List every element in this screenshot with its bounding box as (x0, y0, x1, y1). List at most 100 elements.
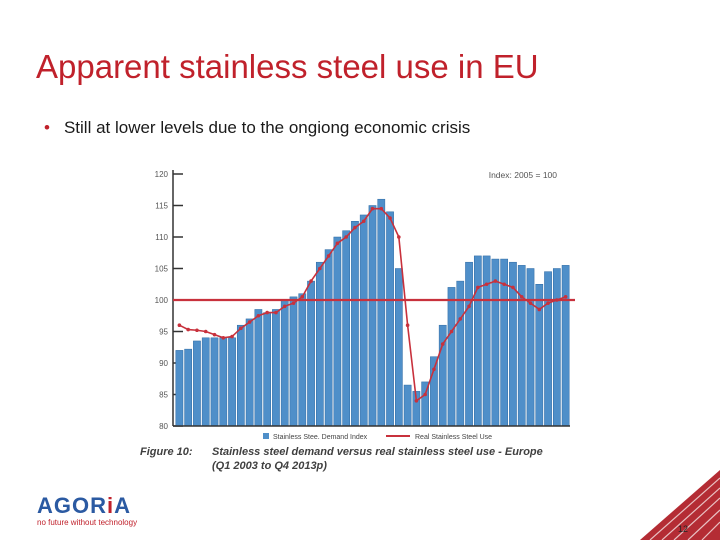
bar (403, 384, 412, 427)
bar (254, 309, 263, 427)
bar (465, 261, 473, 427)
bar (394, 268, 403, 427)
bar (377, 198, 386, 427)
real-use-point (458, 317, 463, 321)
bar (535, 284, 544, 427)
real-use-point (309, 279, 313, 283)
real-use-point (212, 332, 217, 337)
bar (298, 293, 307, 427)
bar (368, 205, 377, 427)
figure-label: Figure 10: (140, 446, 193, 458)
real-use-point (230, 334, 234, 339)
real-use-point (318, 266, 322, 271)
real-use-point (537, 307, 542, 312)
agoria-logo: AGORiA no future without technology (37, 493, 138, 528)
real-use-point (247, 320, 252, 324)
slide-title: Apparent stainless steel use in EU (36, 48, 539, 85)
real-use-point (546, 301, 550, 305)
real-use-point (291, 301, 296, 305)
y-tick-label: 115 (155, 202, 168, 211)
real-use-point (511, 285, 515, 290)
figure-caption-text: Stainless steel demand versus real stain… (212, 446, 543, 458)
bar (201, 337, 210, 427)
bar (210, 337, 219, 427)
y-tick-label: 85 (159, 391, 168, 400)
real-use-point (221, 336, 226, 340)
bar (333, 236, 342, 427)
real-use-point (256, 313, 261, 318)
real-use-point (239, 326, 243, 331)
real-use-point (353, 225, 357, 230)
real-use-point (405, 323, 410, 327)
bar (307, 280, 315, 427)
stainless-steel-chart: 120 115 110 105 100 95 90 85 80 Index: 2005 = 100… (155, 170, 575, 441)
logo-tagline: no future without technology (37, 518, 138, 527)
bar (289, 296, 298, 427)
real-use-point (370, 206, 375, 211)
bar (447, 287, 456, 427)
bar (219, 337, 228, 427)
real-use-point (555, 298, 559, 302)
bar (280, 299, 289, 427)
real-use-point (449, 329, 454, 334)
bar (228, 337, 236, 427)
y-tick-label: 120 (155, 170, 169, 179)
legend-use-label: Real Stainless Steel Use (415, 434, 492, 441)
bar (552, 268, 561, 427)
real-use-point (361, 219, 366, 224)
real-use-point (414, 399, 419, 403)
real-use-point (502, 282, 506, 287)
legend-bar-swatch (263, 433, 269, 439)
bar (324, 249, 333, 427)
bar (236, 324, 245, 427)
bar (386, 211, 394, 427)
real-use-point (519, 295, 524, 299)
bar (184, 348, 193, 427)
bar (482, 255, 491, 427)
y-tick-label: 100 (155, 296, 169, 305)
real-use-point (265, 310, 269, 315)
real-use-point (440, 342, 445, 346)
index-note: Index: 2005 = 100 (489, 170, 558, 180)
bar (175, 350, 184, 427)
bar (272, 309, 280, 427)
bar (561, 265, 570, 427)
legend-demand-label: Stainless Stee. Demand Index (273, 434, 368, 441)
bar (263, 312, 272, 427)
real-use-point (379, 206, 384, 211)
real-use-point (432, 367, 436, 372)
real-use-point (423, 392, 427, 397)
bar (517, 265, 526, 427)
legend: Stainless Stee. Demand Index Real Stainle… (263, 433, 492, 441)
corner-decoration (640, 470, 720, 540)
bar (245, 318, 254, 427)
bar (351, 221, 359, 427)
real-use-point (563, 295, 568, 299)
figure-caption: Figure 10: Stainless steel demand versus … (140, 446, 543, 472)
real-use-point (186, 327, 190, 332)
real-use-point (484, 282, 489, 287)
y-tick-label: 80 (159, 422, 168, 431)
real-use-point (493, 279, 498, 283)
bar (473, 255, 482, 427)
bullet-text: Still at lower levels due to the ongiong… (63, 118, 471, 137)
real-use-point (274, 310, 278, 315)
bar (342, 230, 351, 427)
bar (544, 271, 552, 427)
real-use-point (388, 216, 392, 220)
real-use-point (476, 285, 480, 290)
y-tick-label: 95 (159, 328, 168, 337)
y-tick-label: 105 (155, 265, 169, 274)
real-use-point (335, 241, 340, 246)
real-use-point (528, 301, 533, 305)
bar (315, 261, 324, 427)
y-tick-label: 90 (159, 359, 168, 368)
logo-wordmark: AGORiA (37, 493, 132, 518)
real-use-point (282, 304, 287, 309)
bar (359, 214, 368, 427)
figure-caption-period: (Q1 2003 to Q4 2013p) (212, 460, 327, 472)
real-use-point (195, 328, 199, 333)
real-use-point (397, 235, 401, 239)
y-tick-label: 110 (155, 233, 168, 242)
bar (456, 280, 465, 427)
